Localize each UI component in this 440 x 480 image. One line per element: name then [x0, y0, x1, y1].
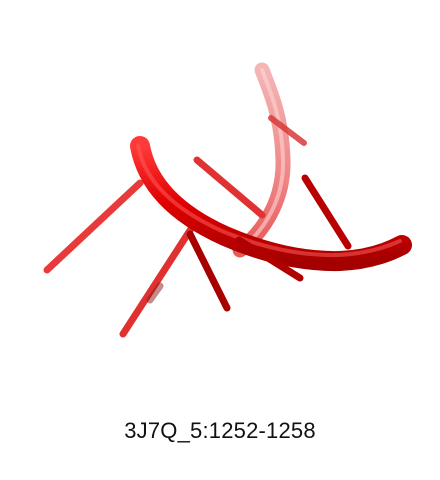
rna-structure-render — [43, 62, 412, 338]
backbone-far-segment — [232, 62, 291, 258]
base-sticks-back — [43, 115, 352, 338]
base-sticks-front — [186, 230, 304, 312]
backbone-front-segment — [130, 136, 412, 272]
structure-caption: 3J7Q_5:1252-1258 — [124, 418, 316, 443]
